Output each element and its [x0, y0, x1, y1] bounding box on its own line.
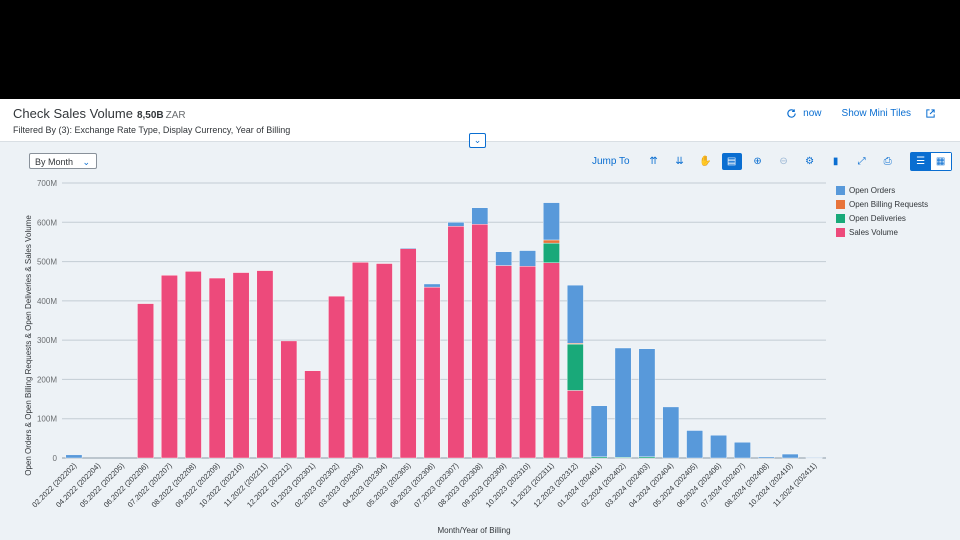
period-select-value: By Month	[35, 157, 74, 167]
legend-label: Sales Volume	[849, 227, 898, 237]
bar-segment	[543, 202, 560, 241]
table-view-icon[interactable]: ▤	[721, 152, 742, 170]
currency-label: ZAR	[165, 110, 186, 121]
bar-segment	[566, 343, 584, 391]
bar-segment	[781, 453, 799, 459]
bar-segment	[757, 456, 775, 459]
bar-segment	[495, 265, 513, 459]
bar-segment	[471, 207, 489, 225]
bar-segment	[232, 272, 250, 459]
bar-segment	[399, 248, 417, 459]
bar-segment	[65, 454, 83, 459]
jump-to-button[interactable]: Jump To	[592, 155, 630, 167]
settings-icon[interactable]: ⚙	[805, 155, 815, 167]
bar-segment	[710, 435, 727, 459]
refresh-label: now	[803, 108, 822, 119]
y-tick-label: 600M	[37, 218, 57, 227]
bar-segment	[734, 442, 751, 459]
bar-segment	[566, 284, 584, 344]
period-select[interactable]: By Month ⌄	[29, 153, 97, 169]
bar-segment	[423, 286, 441, 459]
title-text: Check Sales Volume	[13, 106, 133, 121]
chart-view-icon[interactable]: ☰	[910, 152, 931, 170]
expand-down-icon[interactable]: ⇊	[675, 155, 684, 167]
header-actions: now Show Mini Tiles	[786, 108, 936, 119]
y-tick-label: 500M	[37, 258, 57, 267]
filter-summary[interactable]: Filtered By (3): Exchange Rate Type, Dis…	[13, 125, 291, 135]
bar-segment	[375, 263, 393, 459]
x-axis-title: Month/Year of Billing	[437, 526, 510, 535]
bar-segment	[590, 405, 608, 458]
refresh-button[interactable]: now	[786, 108, 822, 119]
chevron-down-icon: ⌄	[473, 135, 482, 145]
total-value: 8,50B	[136, 110, 164, 121]
bar-segment	[543, 262, 560, 459]
y-axis-title: Open Orders & Open Billing Requests & Op…	[24, 215, 33, 476]
legend-label: Open Orders	[849, 185, 896, 195]
bar-segment	[543, 242, 560, 263]
print-icon[interactable]: ⎙	[883, 155, 892, 167]
bar-segment	[566, 390, 584, 459]
y-tick-label: 400M	[37, 297, 57, 306]
legend-label: Open Deliveries	[849, 213, 906, 223]
bar-segment	[184, 271, 202, 459]
chevron-down-icon: ⌄	[82, 157, 90, 167]
app-container: Check Sales Volume 8,50B ZAR Filtered By (…	[0, 99, 960, 540]
bar-segment	[495, 251, 513, 266]
bar-segment	[662, 406, 680, 459]
bar-segment	[447, 226, 465, 459]
y-tick-label: 100M	[37, 415, 57, 424]
collapse-up-icon[interactable]: ⇈	[649, 155, 658, 167]
bar-segment	[399, 247, 417, 249]
bar-segment	[208, 277, 226, 459]
legend-swatch	[836, 185, 845, 195]
y-tick-label: 300M	[37, 336, 57, 345]
zoom-in-icon[interactable]: ⊕	[753, 155, 762, 167]
bar-segment	[686, 430, 704, 459]
bar-segment	[638, 348, 656, 458]
zoom-out-icon[interactable]: ⊖	[779, 155, 788, 167]
bar-segment	[805, 457, 823, 459]
legend-item-sales-volume[interactable]: Sales Volume	[836, 225, 928, 239]
page-title: Check Sales Volume 8,50B ZAR	[13, 106, 186, 121]
bar-segment	[447, 222, 465, 227]
grid-view-icon[interactable]: ▦	[930, 152, 951, 170]
show-mini-tiles-link[interactable]: Show Mini Tiles	[841, 108, 911, 119]
bar-segment	[519, 266, 536, 459]
legend-item-open-billing-requests[interactable]: Open Billing Requests	[836, 197, 928, 211]
bar-segment	[471, 224, 489, 459]
share-icon[interactable]	[925, 108, 936, 119]
fullscreen-icon[interactable]: ⤢	[857, 155, 866, 167]
legend-swatch	[836, 199, 845, 209]
chart-type-icon[interactable]: ▮	[832, 155, 839, 167]
refresh-icon	[787, 109, 796, 118]
y-tick-label: 700M	[37, 179, 57, 188]
chart-legend: Open Orders Open Billing Requests Open D…	[836, 183, 928, 239]
bar-segment	[137, 303, 154, 459]
bar-segment	[543, 239, 560, 244]
bar-segment	[614, 347, 632, 458]
legend-item-open-deliveries[interactable]: Open Deliveries	[836, 211, 928, 225]
bar-segment	[519, 250, 536, 267]
bar-segment	[256, 270, 274, 459]
bar-segment	[280, 340, 298, 459]
legend-swatch	[836, 213, 845, 223]
y-tick-label: 0	[53, 454, 58, 463]
legend-label: Open Billing Requests	[849, 199, 929, 209]
bar-segment	[304, 370, 322, 459]
legend-item-open-orders[interactable]: Open Orders	[836, 183, 928, 197]
bar-segment	[161, 275, 178, 459]
bar-segment	[328, 295, 345, 459]
view-switch: ☰ ▦	[909, 151, 952, 171]
bar-segment	[352, 262, 369, 459]
collapse-header-button[interactable]: ⌄	[469, 133, 486, 148]
hand-icon[interactable]: ✋	[699, 155, 712, 167]
x-tick-label: 11.2024 (202411)	[771, 461, 819, 509]
bar-segment	[423, 283, 441, 288]
y-tick-label: 200M	[37, 375, 57, 384]
chart-toolbar: Jump To ⇈ ⇊ ✋ ▤ ⊕ ⊖ ⚙ ▮ ⤢ ⎙ ☰ ▦	[592, 151, 952, 171]
legend-swatch	[836, 227, 845, 237]
